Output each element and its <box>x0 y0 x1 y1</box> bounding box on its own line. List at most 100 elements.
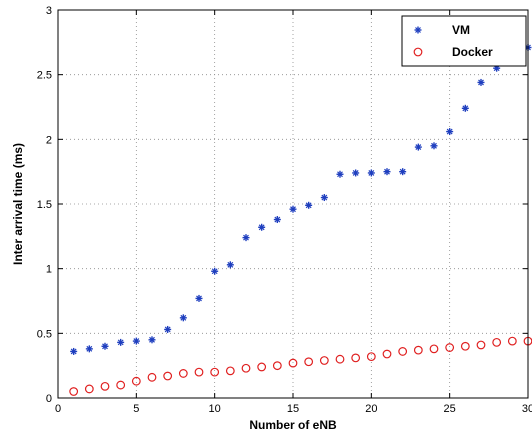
vm-point <box>101 342 109 350</box>
vm-point <box>258 223 266 231</box>
marker-stroke <box>384 168 390 175</box>
docker-point <box>429 344 439 354</box>
marker-stroke <box>149 336 155 343</box>
y-axis-label: Inter arrival time (ms) <box>11 143 25 265</box>
docker-point <box>288 358 298 368</box>
marker-stroke <box>258 224 265 231</box>
vm-point <box>85 345 93 353</box>
marker-stroke <box>415 144 422 151</box>
docker-point <box>69 387 79 396</box>
vm-point <box>414 143 422 151</box>
docker-point <box>257 362 267 372</box>
docker-point <box>116 380 126 390</box>
marker-stroke <box>211 268 218 275</box>
legend-vm-label: VM <box>452 23 470 37</box>
vm-point <box>305 201 313 209</box>
vm-point <box>70 347 78 355</box>
docker-point <box>445 343 455 352</box>
vm-point <box>273 216 281 224</box>
vm-point <box>148 336 156 344</box>
marker-stroke <box>462 105 469 112</box>
marker-stroke <box>446 128 453 135</box>
marker-stroke <box>274 216 281 223</box>
vm-point <box>179 314 187 322</box>
x-tick-label: 20 <box>365 403 377 415</box>
x-tick-label: 0 <box>55 403 61 415</box>
vm-point <box>367 169 375 177</box>
marker-stroke <box>117 339 124 346</box>
vm-point <box>399 168 407 176</box>
y-tick-label: 0 <box>46 393 52 405</box>
vm-point <box>211 267 219 275</box>
x-tick-label: 15 <box>287 403 299 415</box>
vm-point <box>383 168 391 176</box>
marker-stroke <box>86 345 93 352</box>
docker-point <box>507 336 517 346</box>
marker-stroke <box>431 142 437 149</box>
docker-point <box>225 366 235 376</box>
vm-point <box>242 234 250 242</box>
vm-point <box>226 261 234 269</box>
marker-stroke <box>415 27 421 33</box>
docker-point <box>131 376 141 386</box>
marker-stroke <box>196 295 202 302</box>
marker-stroke <box>368 170 375 176</box>
docker-point <box>84 384 94 394</box>
vm-point <box>132 337 140 345</box>
legend: VM Docker <box>401 15 527 67</box>
x-axis-label: Number of eNB <box>249 418 337 432</box>
docker-point <box>304 357 314 367</box>
axis-ticks: 0 5 10 15 20 25 30 0 0.5 1 1.5 2 2.5 3 <box>37 5 532 415</box>
x-tick-label: 30 <box>522 403 532 415</box>
docker-point <box>194 367 204 377</box>
marker-stroke <box>305 202 312 209</box>
vm-point <box>461 104 469 112</box>
docker-point <box>241 363 251 373</box>
y-tick-label: 2.5 <box>37 70 52 82</box>
docker-point <box>366 352 376 362</box>
y-tick-label: 1 <box>46 264 52 276</box>
legend-vm-marker <box>414 26 422 34</box>
marker-stroke <box>102 343 108 350</box>
y-tick-label: 0.5 <box>37 328 52 340</box>
vm-point <box>117 338 125 346</box>
vm-point <box>446 128 454 136</box>
docker-point <box>476 340 486 350</box>
marker-stroke <box>243 234 249 241</box>
vm-point <box>195 294 203 302</box>
marker-stroke <box>180 314 187 321</box>
marker-stroke <box>352 170 359 176</box>
docker-point <box>100 381 110 391</box>
docker-point <box>460 341 470 351</box>
marker-stroke <box>290 206 296 213</box>
marker-stroke <box>337 171 343 178</box>
docker-point <box>382 349 392 359</box>
x-tick-label: 10 <box>209 403 221 415</box>
docker-point <box>413 345 423 355</box>
marker-stroke <box>227 261 234 268</box>
vm-point <box>430 142 438 150</box>
vm-point <box>320 194 328 202</box>
vm-point <box>477 78 485 86</box>
docker-point <box>351 353 361 363</box>
legend-docker-marker <box>413 47 423 57</box>
docker-point <box>210 367 220 377</box>
vm-point <box>336 170 344 178</box>
docker-point <box>319 356 329 365</box>
marker-stroke <box>133 338 140 345</box>
docker-point <box>398 347 408 356</box>
x-tick-label: 25 <box>444 403 456 415</box>
x-tick-label: 5 <box>133 403 139 415</box>
docker-point <box>492 337 502 347</box>
docker-point <box>147 372 157 382</box>
grid <box>58 10 528 398</box>
vm-point <box>289 205 297 213</box>
y-tick-label: 1.5 <box>37 199 52 211</box>
marker-stroke <box>164 326 171 333</box>
docker-point <box>272 361 282 371</box>
docker-point <box>178 369 188 378</box>
marker-stroke <box>493 65 500 72</box>
y-tick-label: 3 <box>46 5 52 17</box>
